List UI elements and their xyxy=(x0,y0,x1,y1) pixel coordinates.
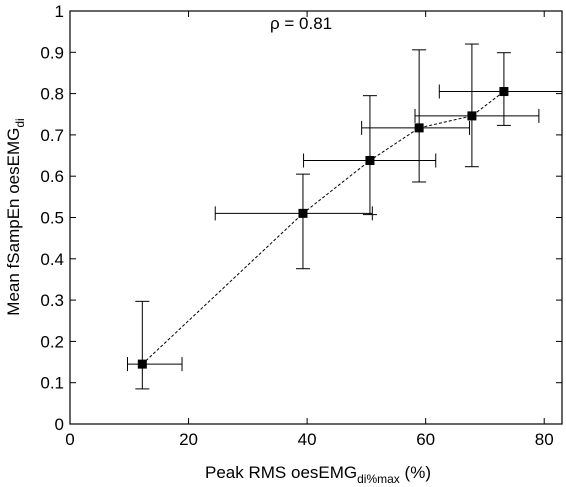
data-point xyxy=(137,359,147,369)
x-axis-label-main: Peak RMS oesEMG xyxy=(205,463,357,482)
y-tick-label: 0.3 xyxy=(40,291,64,310)
x-tick-label: 60 xyxy=(416,430,435,449)
y-axis-label-subscript: di xyxy=(13,118,27,127)
y-tick-label: 0 xyxy=(55,415,64,434)
y-tick-label: 0.4 xyxy=(40,250,64,269)
y-tick-label: 0.2 xyxy=(40,332,64,351)
data-point xyxy=(414,123,424,133)
y-axis-label-main: Mean fSampEn oesEMG xyxy=(4,128,23,316)
y-tick-label: 0.9 xyxy=(40,43,64,62)
y-tick-label: 1 xyxy=(55,2,64,21)
x-tick-label: 0 xyxy=(65,430,74,449)
x-axis-label: Peak RMS oesEMGdi%max (%) xyxy=(205,463,431,486)
x-axis-label-unit: (%) xyxy=(400,463,431,482)
correlation-annotation: ρ = 0.81 xyxy=(270,14,332,33)
y-tick-label: 0.8 xyxy=(40,85,64,104)
x-tick-label: 40 xyxy=(298,430,317,449)
y-axis-label: Mean fSampEn oesEMGdi xyxy=(4,118,27,315)
y-tick-label: 0.6 xyxy=(40,167,64,186)
y-axis-ticks: 0 0.1 0.2 0.3 0.4 0.5 0.6 0.7 0.8 0.9 1 xyxy=(40,2,562,434)
data-point xyxy=(298,208,308,218)
x-axis-label-subscript: di%max xyxy=(357,472,400,486)
x-tick-label: 20 xyxy=(179,430,198,449)
data-marks xyxy=(126,43,563,390)
x-tick-label: 80 xyxy=(535,430,554,449)
data-point xyxy=(467,111,477,121)
series-line xyxy=(141,91,505,365)
y-tick-label: 0.5 xyxy=(40,209,64,228)
data-point xyxy=(499,87,509,97)
y-tick-label: 0.7 xyxy=(40,126,64,145)
x-axis-ticks: 0 20 40 60 80 xyxy=(65,11,554,449)
y-tick-label: 0.1 xyxy=(40,374,64,393)
data-point xyxy=(365,156,375,166)
